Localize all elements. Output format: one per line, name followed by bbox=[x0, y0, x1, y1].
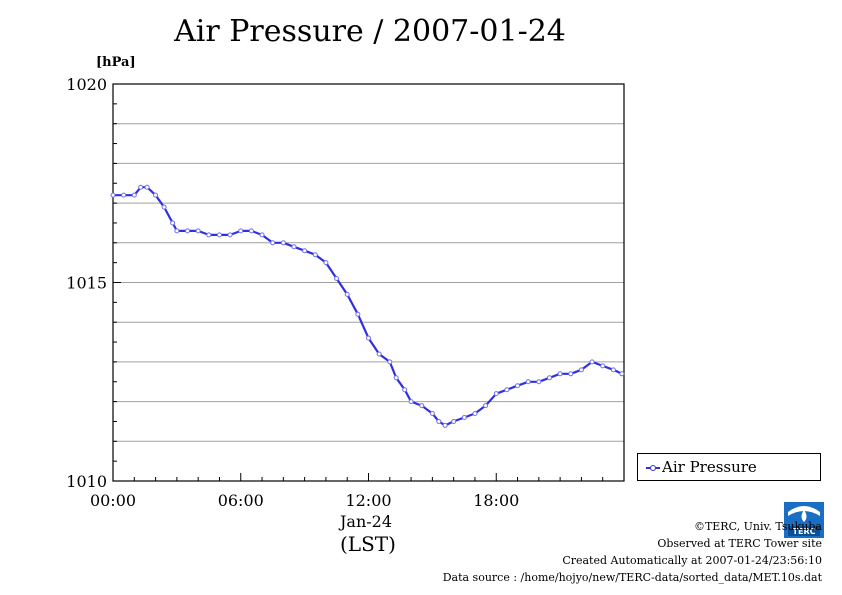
x-axis-date-label: Jan-24 bbox=[340, 512, 393, 531]
data-point bbox=[429, 411, 435, 417]
data-point bbox=[185, 228, 191, 234]
data-point bbox=[546, 375, 552, 381]
credit-observed: Observed at TERC Tower site bbox=[657, 537, 822, 550]
data-point bbox=[419, 403, 425, 409]
x-tick-label: 06:00 bbox=[218, 491, 264, 510]
x-tick-label: 12:00 bbox=[345, 491, 391, 510]
data-point bbox=[174, 228, 180, 234]
y-tick-label: 1010 bbox=[66, 472, 107, 491]
data-point bbox=[195, 228, 201, 234]
data-point bbox=[515, 383, 521, 389]
data-point bbox=[525, 379, 531, 385]
terc-logo: TERC bbox=[784, 502, 824, 538]
data-point bbox=[291, 244, 297, 250]
data-point bbox=[600, 363, 606, 369]
y-tick-label: 1015 bbox=[66, 274, 107, 293]
data-point bbox=[259, 232, 265, 238]
data-point bbox=[408, 399, 414, 405]
data-point bbox=[568, 371, 574, 377]
data-point bbox=[216, 232, 222, 238]
data-point bbox=[131, 192, 137, 198]
data-point bbox=[344, 291, 350, 297]
data-point bbox=[376, 351, 382, 357]
legend-label-air-pressure: Air Pressure bbox=[662, 458, 757, 476]
data-point bbox=[610, 367, 616, 373]
svg-text:TERC: TERC bbox=[793, 527, 816, 536]
data-point bbox=[227, 232, 233, 238]
credits-block: ©TERC, Univ. Tsukuba Observed at TERC To… bbox=[443, 518, 822, 586]
credit-created: Created Automatically at 2007-01-24/23:5… bbox=[562, 554, 822, 567]
data-point bbox=[110, 192, 116, 198]
data-point bbox=[483, 403, 489, 409]
data-point bbox=[144, 184, 150, 190]
plot-frame bbox=[112, 83, 625, 482]
legend: Air Pressure bbox=[637, 453, 821, 481]
credit-copyright: ©TERC, Univ. Tsukuba bbox=[693, 520, 822, 533]
x-tick-label: 18:00 bbox=[473, 491, 519, 510]
data-point bbox=[393, 375, 399, 381]
data-point bbox=[493, 391, 499, 397]
data-point bbox=[355, 311, 361, 317]
data-point bbox=[161, 204, 167, 210]
data-point bbox=[578, 367, 584, 373]
data-point bbox=[270, 240, 276, 246]
data-point bbox=[536, 379, 542, 385]
data-point bbox=[206, 232, 212, 238]
data-point bbox=[461, 414, 467, 420]
data-point bbox=[121, 192, 127, 198]
y-axis-unit-label: [hPa] bbox=[96, 55, 136, 70]
data-point bbox=[153, 192, 159, 198]
credit-data-source: Data source : /home/hojyo/new/TERC-data/… bbox=[442, 571, 822, 584]
data-point bbox=[334, 276, 340, 282]
data-point bbox=[557, 371, 563, 377]
data-point bbox=[138, 184, 144, 190]
y-tick-label: 1020 bbox=[66, 75, 107, 94]
x-tick-label: 00:00 bbox=[90, 491, 136, 510]
data-point bbox=[589, 359, 595, 365]
data-point bbox=[436, 418, 442, 424]
data-point bbox=[472, 411, 478, 417]
data-point bbox=[323, 260, 329, 266]
data-point bbox=[366, 335, 371, 341]
data-point bbox=[451, 418, 457, 424]
chart-title: Air Pressure / 2007-01-24 bbox=[174, 14, 566, 49]
data-point bbox=[442, 422, 448, 428]
data-point bbox=[504, 387, 510, 393]
data-point bbox=[619, 371, 625, 377]
data-point bbox=[280, 240, 286, 246]
data-point bbox=[402, 387, 408, 393]
data-point bbox=[238, 228, 244, 234]
legend-marker bbox=[650, 465, 656, 471]
data-point bbox=[248, 228, 254, 234]
data-point bbox=[312, 252, 318, 258]
x-axis-timezone-label: (LST) bbox=[340, 532, 396, 556]
data-point bbox=[170, 220, 176, 226]
series-line-air-pressure bbox=[113, 186, 623, 427]
data-point bbox=[387, 359, 393, 365]
data-point bbox=[302, 248, 308, 254]
